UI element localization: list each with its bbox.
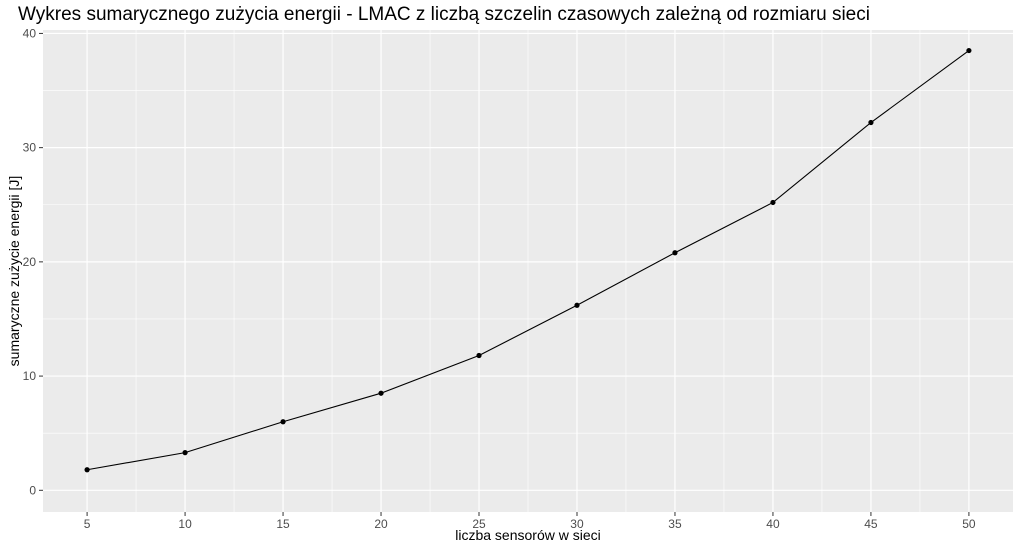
x-tick-label: 35	[668, 517, 682, 531]
data-point	[84, 467, 90, 473]
chart-title: Wykres sumarycznego zużycia energii - LM…	[18, 4, 870, 25]
x-tick-label: 25	[472, 517, 486, 531]
x-tick-label: 20	[374, 517, 388, 531]
data-point	[574, 302, 580, 308]
data-point	[966, 47, 972, 54]
y-tick-label: 0	[29, 483, 36, 497]
data-point	[476, 352, 482, 359]
x-tick-label: 15	[276, 517, 290, 531]
data-point	[672, 250, 678, 256]
y-tick-label: 10	[23, 369, 37, 383]
data-point	[378, 390, 384, 396]
x-tick-label: 10	[178, 517, 192, 531]
data-point	[182, 450, 188, 456]
y-tick-label: 20	[23, 255, 37, 269]
minor-gridlines	[43, 30, 1013, 512]
data-point	[770, 199, 776, 206]
y-tick-label: 30	[23, 141, 37, 155]
x-tick-label: 50	[962, 517, 976, 531]
major-gridlines	[43, 30, 1013, 512]
x-tick-label: 45	[864, 517, 878, 531]
y-axis-title: sumaryczne zużycie energii [J]	[6, 176, 22, 367]
y-tick-label: 40	[23, 26, 37, 40]
data-point	[868, 119, 874, 126]
x-axis-title: liczba sensorów w sieci	[455, 527, 601, 543]
series-group	[84, 47, 972, 473]
x-tick-label: 5	[84, 517, 91, 531]
x-tick-label: 40	[766, 517, 780, 531]
axis-ticks: 5 10 15 20 25 30 35 40 45 50 0 10 20 30 40	[23, 26, 976, 531]
series-line	[86, 50, 970, 471]
data-point	[280, 419, 286, 425]
x-tick-label: 30	[570, 517, 584, 531]
